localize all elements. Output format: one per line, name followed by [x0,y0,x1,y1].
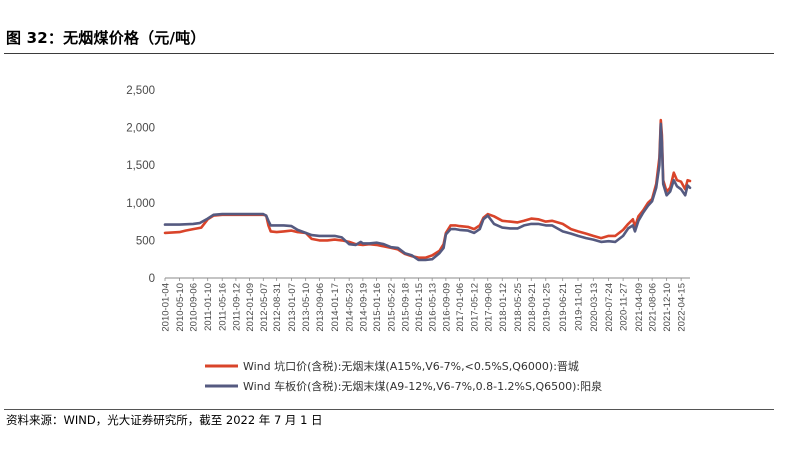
x-tick-label: 2013-01-07 [287,283,298,332]
x-tick-label: 2020-03-13 [589,283,600,332]
series-line-2 [163,122,692,262]
x-tick-label: 2014-05-23 [345,283,356,332]
y-tick-label: 1,500 [126,160,155,172]
x-tick-label: 2011-05-16 [218,283,229,331]
x-tick-label: 2015-09-18 [400,283,411,332]
x-tick-label: 2019-01-25 [541,283,552,332]
source-divider [4,409,774,410]
x-tick-label: 2016-09-09 [441,283,452,332]
x-axis-ticks: 2010-01-04 2010-05-10 2010-09-06 2011-01-10… [161,278,688,332]
x-tick-label: 2014-01-17 [330,283,341,332]
title-divider [4,53,774,54]
y-axis-ticks: 0 500 1,000 1,500 2,000 2,500 [126,85,155,285]
y-tick-label: 0 [149,273,155,285]
legend-label-2: Wind 车板价(含税):无烟末煤(A9-12%,V6-7%,0.8-1.2%S… [243,379,602,393]
x-tick-label: 2015-05-22 [387,283,398,332]
x-tick-label: 2020-11-27 [619,283,630,331]
x-tick-label: 2019-06-21 [558,283,569,332]
x-tick-label: 2018-01-12 [498,283,509,332]
x-tick-label: 2010-09-06 [189,283,200,332]
series-lines [163,118,692,262]
y-tick-label: 2,500 [126,85,155,97]
y-tick-label: 500 [136,235,155,247]
y-tick-label: 2,000 [126,123,155,135]
y-tick-label: 1,000 [126,198,155,210]
x-tick-label: 2020-07-24 [604,283,615,332]
x-tick-label: 2012-05-07 [259,283,270,332]
x-tick-label: 2010-05-10 [175,283,186,332]
x-tick-label: 2019-11-01 [574,283,585,331]
x-tick-label: 2017-05-12 [470,283,481,332]
x-tick-label: 2010-01-04 [161,283,172,332]
x-tick-label: 2021-04-09 [634,283,645,332]
chart-legend: Wind 坑口价(含税):无烟末煤(A15%,V6-7%,<0.5%S,Q600… [205,359,602,393]
x-tick-label: 2018-05-25 [513,283,524,332]
x-tick-label: 2012-01-09 [245,283,256,332]
x-tick-label: 2013-09-06 [315,283,326,332]
x-tick-label: 2016-01-15 [414,283,425,332]
x-tick-label: 2013-05-10 [301,283,312,332]
x-tick-label: 2011-09-12 [231,283,242,331]
x-tick-label: 2011-01-10 [203,283,214,331]
x-tick-label: 2017-01-06 [455,283,466,332]
source-note: 资料来源：WIND，光大证券研究所，截至 2022 年 7 月 1 日 [6,413,323,427]
series-line-1 [163,118,692,260]
x-tick-label: 2017-09-08 [483,283,494,332]
x-tick-label: 2012-08-31 [272,283,283,332]
x-tick-label: 2021-08-06 [648,283,659,332]
x-tick-label: 2021-12-10 [662,283,673,332]
x-tick-label: 2016-05-13 [428,283,439,332]
figure-title: 图 32：无烟煤价格（元/吨） [6,29,206,47]
legend-label-1: Wind 坑口价(含税):无烟末煤(A15%,V6-7%,<0.5%S,Q600… [243,359,579,373]
x-tick-label: 2015-01-16 [372,283,383,332]
x-tick-label: 2018-09-21 [527,283,538,332]
x-tick-label: 2022-04-15 [677,283,688,332]
x-tick-label: 2014-09-19 [358,283,369,332]
